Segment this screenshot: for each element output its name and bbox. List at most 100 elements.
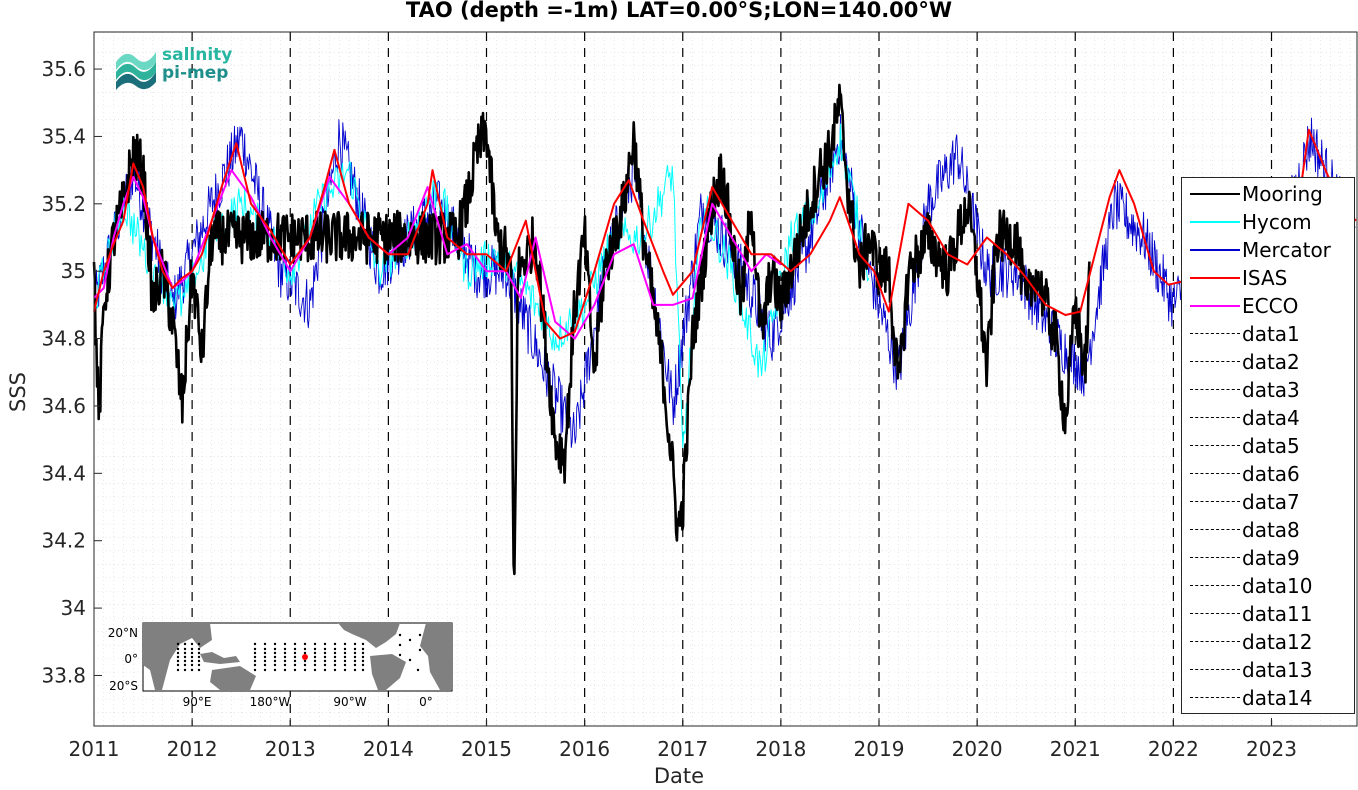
inset-mooring-dot	[283, 655, 287, 659]
inset-mooring-dot	[253, 642, 257, 646]
inset-mooring-dot	[263, 655, 267, 659]
inset-mooring-dot	[361, 659, 365, 663]
inset-mooring-dot	[190, 663, 194, 667]
inset-mooring-dot	[263, 651, 267, 655]
inset-mooring-dot	[293, 642, 297, 646]
inset-mooring-dot	[253, 651, 257, 655]
inset-mooring-dot	[333, 655, 337, 659]
legend-swatch	[1190, 333, 1240, 334]
inset-mooring-dot	[323, 659, 327, 663]
inset-mooring-dot	[353, 655, 357, 659]
x-tick-label: 2019	[854, 737, 905, 761]
legend-label: data11	[1242, 602, 1313, 626]
inset-mooring-dot	[323, 663, 327, 667]
inset-mooring-dot	[197, 642, 201, 646]
inset-lon-label-180w: 180°W	[250, 695, 291, 709]
wave-logo-icon	[116, 52, 156, 90]
legend-swatch	[1190, 221, 1240, 223]
inset-mooring-dot	[190, 642, 194, 646]
inset-mooring-dot	[273, 655, 277, 659]
inset-mooring-dot	[190, 668, 194, 672]
x-axis-label: Date	[653, 764, 705, 788]
inset-mooring-dot	[353, 647, 357, 651]
legend-item-mooring: Mooring	[1182, 180, 1354, 208]
legend-label: data1	[1242, 322, 1300, 346]
legend-item-data2: data2	[1182, 348, 1354, 376]
inset-mooring-dot	[343, 647, 347, 651]
series-line-mooring	[877, 190, 1091, 435]
inset-mooring-dot	[273, 663, 277, 667]
legend-item-data14: data14	[1182, 684, 1354, 712]
inset-mooring-dot	[190, 659, 194, 663]
inset-mooring-dot	[190, 647, 194, 651]
x-tick-label: 2014	[363, 737, 414, 761]
inset-mooring-dot	[273, 659, 277, 663]
x-tick-label: 2017	[657, 737, 708, 761]
inset-mooring-dot	[343, 668, 347, 672]
inset-land-africa-east	[420, 623, 452, 690]
logo-text-line2: pi-mep	[162, 63, 229, 83]
pi-mep-logo: salinity pi-mep	[112, 44, 262, 96]
series-line-isas	[93, 128, 1357, 340]
legend-swatch	[1190, 473, 1240, 474]
inset-mooring-dot	[273, 651, 277, 655]
legend-item-mercator: Mercator	[1182, 236, 1354, 264]
chart-title: TAO (depth =-1m) LAT=0.00°S;LON=140.00°W	[405, 0, 953, 22]
inset-mooring-dot	[283, 668, 287, 672]
legend-item-ecco: ECCO	[1182, 292, 1354, 320]
inset-mooring-dot	[176, 651, 180, 655]
legend-label: data6	[1242, 462, 1300, 486]
inset-mooring-dot	[303, 668, 307, 672]
legend-label: data9	[1242, 546, 1300, 570]
inset-land-africa-asia	[143, 623, 212, 690]
inset-mooring-dot	[353, 651, 357, 655]
inset-map: 20°N 0° 20°S 90°E 180°W 90°W 0°	[108, 622, 453, 709]
inset-land-indonesia	[200, 652, 240, 664]
x-tick-label: 2013	[265, 737, 316, 761]
series-mercator	[93, 114, 1356, 448]
legend-swatch	[1190, 613, 1240, 614]
plot-frame	[93, 31, 1358, 727]
x-tick-label: 2022	[1148, 737, 1199, 761]
series-layer	[92, 83, 1357, 576]
inset-mooring-dot	[323, 647, 327, 651]
inset-mooring-dot	[333, 651, 337, 655]
y-tick-label: 34.4	[41, 461, 86, 485]
y-tick-label: 35.2	[41, 192, 86, 216]
legend-label: data13	[1242, 658, 1313, 682]
inset-mooring-dot	[418, 633, 422, 637]
inset-lat-label-20n: 20°N	[108, 626, 138, 640]
legend-swatch	[1190, 277, 1240, 279]
inset-mooring-dot	[283, 663, 287, 667]
inset-mooring-dot	[303, 651, 307, 655]
y-tick-label: 35.6	[41, 57, 86, 81]
legend-swatch	[1190, 501, 1240, 502]
inset-mooring-dot	[273, 647, 277, 651]
inset-mooring-dot	[361, 642, 365, 646]
inset-mooring-dot	[293, 663, 297, 667]
inset-mooring-dot	[293, 647, 297, 651]
inset-mooring-dot	[253, 655, 257, 659]
y-axis: 33.8 34 34.2 34.4 34.6 34.8 35 35.2 35.4 35.6	[41, 57, 102, 687]
inset-lon-label-90w: 90°W	[333, 695, 366, 709]
inset-mooring-dot	[183, 663, 187, 667]
y-tick-label: 34.6	[41, 394, 86, 418]
inset-mooring-dot	[303, 663, 307, 667]
inset-mooring-dot	[283, 642, 287, 646]
inset-selected-mooring-marker	[302, 654, 308, 660]
inset-mooring-dot	[343, 663, 347, 667]
inset-lat-label-0: 0°	[124, 652, 138, 666]
inset-mooring-dot	[176, 663, 180, 667]
legend-label: data2	[1242, 350, 1300, 374]
series-line-ecco	[93, 169, 782, 340]
inset-mooring-dot	[263, 659, 267, 663]
inset-mooring-dot	[293, 655, 297, 659]
legend-swatch	[1190, 669, 1240, 670]
inset-mooring-dot	[353, 663, 357, 667]
inset-mooring-dot	[313, 647, 317, 651]
legend-swatch	[1190, 249, 1240, 251]
y-tick-label: 34.8	[41, 327, 86, 351]
inset-mooring-dot	[190, 651, 194, 655]
inset-mooring-dot	[303, 642, 307, 646]
